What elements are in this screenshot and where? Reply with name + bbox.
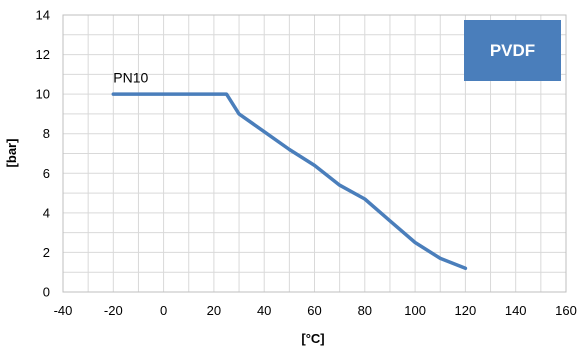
x-tick-label: 0 (160, 303, 167, 318)
y-tick-label: 0 (43, 285, 50, 300)
x-axis-title: [°C] (301, 331, 324, 346)
x-tick-label: 40 (257, 303, 271, 318)
y-tick-label: 4 (43, 205, 50, 220)
y-tick-label: 10 (36, 87, 50, 102)
x-tick-label: -20 (104, 303, 123, 318)
series-layer (111, 92, 468, 271)
annotation-pn10: PN10 (113, 69, 148, 85)
x-tick-label: 60 (307, 303, 321, 318)
x-tick-label: 140 (505, 303, 527, 318)
y-tick-label: 6 (43, 166, 50, 181)
x-tick-label: 160 (555, 303, 577, 318)
badge-label: PVDF (490, 41, 535, 60)
y-axis-title: [bar] (4, 139, 19, 168)
x-tick-label: 20 (207, 303, 221, 318)
x-tick-label: 120 (455, 303, 477, 318)
y-tick-label: 14 (36, 8, 50, 23)
plot-border (62, 14, 567, 293)
badge-box (464, 20, 561, 81)
x-tick-labels: -40 -20 0 20 40 60 80 100 120 140 160 (54, 303, 577, 318)
x-tick-label: 100 (404, 303, 426, 318)
x-tick-label: -40 (54, 303, 73, 318)
y-tick-labels: 0 2 4 6 8 10 12 14 (36, 8, 50, 300)
y-tick-label: 12 (36, 47, 50, 62)
y-tick-label: 2 (43, 245, 50, 260)
x-tick-label: 80 (358, 303, 372, 318)
pvdf-badge: PVDF (464, 20, 561, 81)
series-line-pvdf (111, 92, 468, 271)
y-tick-label: 8 (43, 126, 50, 141)
